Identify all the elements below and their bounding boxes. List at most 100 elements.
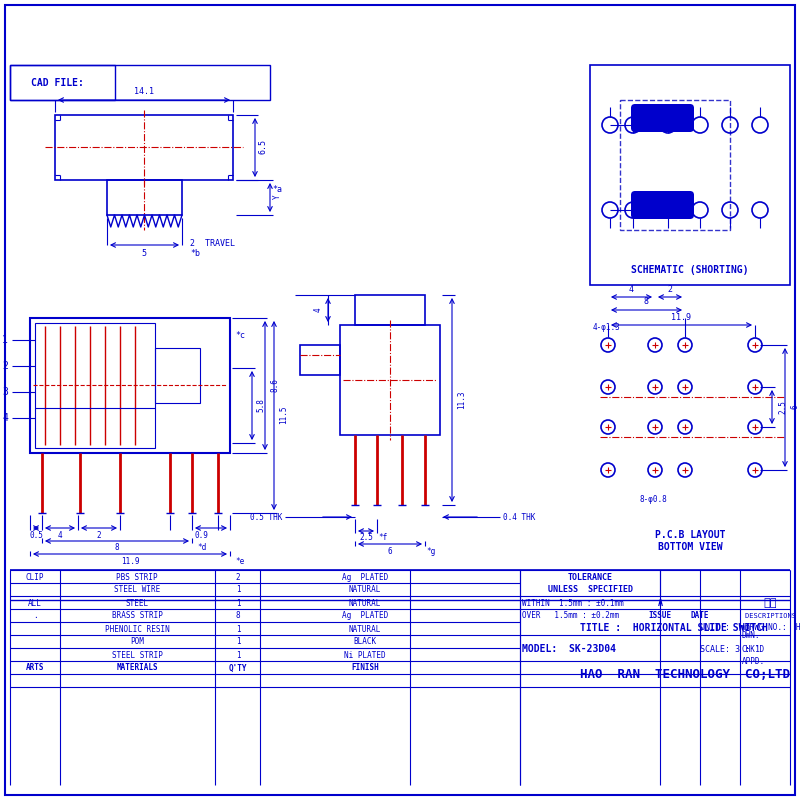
Text: STEEL WIRE: STEEL WIRE (114, 586, 160, 594)
Bar (10, 65, 270, 100)
Text: *e: *e (235, 557, 244, 566)
Text: PHENOLIC RESIN: PHENOLIC RESIN (105, 625, 170, 634)
Text: 1: 1 (236, 586, 240, 594)
Text: .: . (33, 611, 38, 621)
Text: STEEL: STEEL (126, 598, 149, 607)
Bar (155, 348, 200, 403)
Text: UNIT :  mm: UNIT : mm (700, 623, 750, 633)
Text: 11.9: 11.9 (671, 313, 691, 322)
Text: TITLE :  HORIZONTAL SLIDE SWITCH: TITLE : HORIZONTAL SLIDE SWITCH (580, 623, 768, 633)
Text: 4-φ1.3: 4-φ1.3 (593, 322, 621, 331)
Bar (355, 295, 425, 325)
Text: SCALE: 3 : 1: SCALE: 3 : 1 (700, 645, 760, 654)
Text: 8-φ0.8: 8-φ0.8 (640, 495, 668, 505)
Text: 6.5: 6.5 (258, 139, 267, 154)
Text: NATURAL: NATURAL (349, 625, 381, 634)
Text: Q'TY: Q'TY (229, 663, 247, 673)
Text: UNLESS  SPECIFIED: UNLESS SPECIFIED (547, 585, 633, 594)
Text: 11.5: 11.5 (279, 406, 289, 424)
Text: Ni PLATED: Ni PLATED (344, 650, 386, 659)
Bar (55, 115, 233, 180)
Text: BLACK: BLACK (354, 638, 377, 646)
Text: NATURAL: NATURAL (349, 586, 381, 594)
Text: *d: *d (197, 543, 206, 553)
Text: CAD FILE:: CAD FILE: (30, 78, 83, 88)
Text: 1: 1 (236, 638, 240, 646)
Text: MATERIALS: MATERIALS (116, 663, 158, 673)
Text: STEEL STRIP: STEEL STRIP (111, 650, 162, 659)
Bar (590, 65, 790, 285)
Text: 6: 6 (388, 546, 392, 555)
FancyBboxPatch shape (631, 104, 694, 132)
Text: 2: 2 (97, 530, 102, 539)
Text: 8: 8 (236, 611, 240, 621)
Text: *c: *c (235, 331, 245, 341)
Text: Ag  PLATED: Ag PLATED (342, 611, 388, 621)
Text: 0.5 THK: 0.5 THK (250, 513, 282, 522)
Text: FINISH: FINISH (351, 663, 379, 673)
Text: 8: 8 (643, 298, 649, 306)
Text: ARTS: ARTS (26, 663, 44, 673)
Text: 4: 4 (58, 530, 62, 539)
Text: HAO  RAN  TECHNOLOGY  CO;LTD: HAO RAN TECHNOLOGY CO;LTD (580, 669, 790, 682)
FancyBboxPatch shape (631, 191, 694, 219)
Text: 1: 1 (236, 625, 240, 634)
Bar (35, 323, 155, 448)
Text: A: A (658, 598, 662, 607)
Text: CLIP: CLIP (26, 573, 44, 582)
Text: 2.5: 2.5 (359, 534, 373, 542)
Text: 8.6: 8.6 (270, 378, 279, 392)
Text: *g: *g (426, 546, 435, 555)
Text: DWN.: DWN. (742, 631, 761, 641)
Text: 14.1: 14.1 (134, 87, 154, 97)
Text: POM: POM (130, 638, 144, 646)
Bar (10, 65, 115, 100)
Text: 1: 1 (236, 650, 240, 659)
Text: 1: 1 (2, 335, 8, 345)
Text: 4: 4 (314, 308, 322, 312)
Text: 5.8: 5.8 (257, 398, 266, 412)
Text: NATURAL: NATURAL (349, 598, 381, 607)
Bar (300, 345, 340, 375)
Text: 1: 1 (236, 598, 240, 607)
Text: 0.9: 0.9 (194, 530, 208, 539)
Text: CHK'D: CHK'D (742, 645, 765, 654)
Text: *f: *f (378, 534, 387, 542)
Text: 0.4 THK: 0.4 THK (503, 513, 535, 522)
Text: 初版: 初版 (763, 598, 777, 608)
Text: WITHIN  1.5mm : ±0.1mm: WITHIN 1.5mm : ±0.1mm (522, 598, 624, 607)
Text: 3: 3 (2, 387, 8, 397)
Bar (107, 180, 182, 215)
Text: DESCRIPTIONS OF REVISION: DESCRIPTIONS OF REVISION (745, 613, 800, 619)
Text: BOTTOM VIEW: BOTTOM VIEW (658, 542, 722, 552)
Text: DATE: DATE (690, 611, 710, 621)
Text: 2.5: 2.5 (778, 400, 787, 414)
Text: 2: 2 (667, 285, 673, 294)
Text: Ag  PLATED: Ag PLATED (342, 573, 388, 582)
Text: 5: 5 (142, 249, 146, 258)
Text: TOLERANCE: TOLERANCE (567, 573, 613, 582)
Text: MODEL:  SK-23D04: MODEL: SK-23D04 (522, 644, 616, 654)
Text: PBS STRIP: PBS STRIP (116, 573, 158, 582)
Text: 11.3: 11.3 (458, 390, 466, 410)
Text: 2: 2 (236, 573, 240, 582)
Text: 4: 4 (629, 285, 634, 294)
Text: *a: *a (272, 186, 282, 194)
Bar (30, 318, 230, 453)
Text: 11.9: 11.9 (121, 557, 139, 566)
Text: BRASS STRIP: BRASS STRIP (111, 611, 162, 621)
Text: ISSUE: ISSUE (649, 611, 671, 621)
Text: OVER   1.5mm : ±0.2mm: OVER 1.5mm : ±0.2mm (522, 611, 619, 621)
Text: ALL: ALL (28, 598, 42, 607)
Text: APPD.: APPD. (742, 658, 765, 666)
Text: *b: *b (190, 249, 200, 258)
Text: 0.5: 0.5 (29, 530, 43, 539)
Text: 2: 2 (2, 361, 8, 371)
Text: Y: Y (273, 194, 282, 199)
Bar (620, 100, 730, 230)
Text: DRWG NO.:  HR-DR-S: DRWG NO.: HR-DR-S (745, 623, 800, 633)
Text: 4: 4 (2, 413, 8, 423)
Text: 6: 6 (790, 405, 799, 410)
Text: 8: 8 (114, 543, 119, 553)
Text: 2  TRAVEL: 2 TRAVEL (190, 238, 235, 247)
